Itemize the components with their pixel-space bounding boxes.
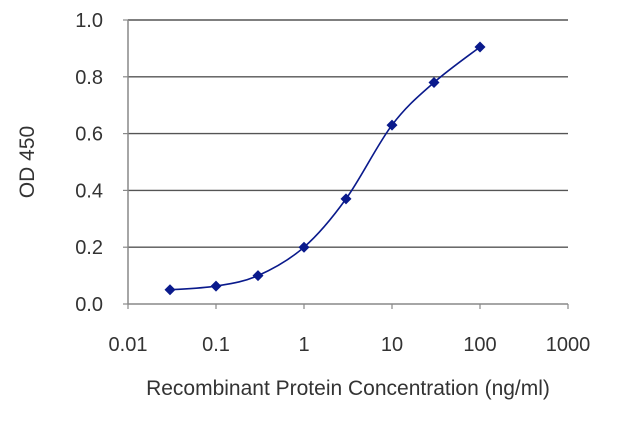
data-point	[340, 193, 352, 205]
x-tick-label: 10	[381, 334, 403, 356]
data-point	[474, 41, 486, 53]
y-axis-label: OD 450	[16, 126, 39, 198]
data-point	[164, 284, 176, 296]
x-tick-label: 100	[463, 334, 496, 356]
data-point	[298, 241, 310, 253]
y-tick-label: 0.4	[75, 180, 103, 202]
data-point	[428, 76, 440, 88]
data-point	[210, 280, 222, 292]
x-tick-label: 0.01	[109, 334, 148, 356]
data-point	[386, 119, 398, 131]
x-tick-label: 0.1	[202, 334, 230, 356]
x-axis-label: Recombinant Protein Concentration (ng/ml…	[146, 377, 550, 400]
y-tick-label: 0.6	[75, 124, 103, 146]
data-point	[252, 270, 264, 282]
data-points	[164, 41, 486, 296]
y-tick-label: 1.0	[75, 10, 103, 32]
plot-background	[128, 20, 568, 304]
gridlines	[128, 19, 568, 248]
y-tick-label: 0.8	[75, 67, 103, 89]
fit-curve	[169, 46, 481, 291]
y-tick-label: 0.0	[75, 294, 103, 316]
axis-ticks: 0.0 0.2 0.4 0.6 0.8 1.0 0.01 0.1 1 10 100 1000	[75, 10, 590, 356]
y-tick-label: 0.2	[75, 237, 103, 259]
x-tick-label: 1000	[546, 334, 591, 356]
x-tick-label: 1	[298, 334, 309, 356]
